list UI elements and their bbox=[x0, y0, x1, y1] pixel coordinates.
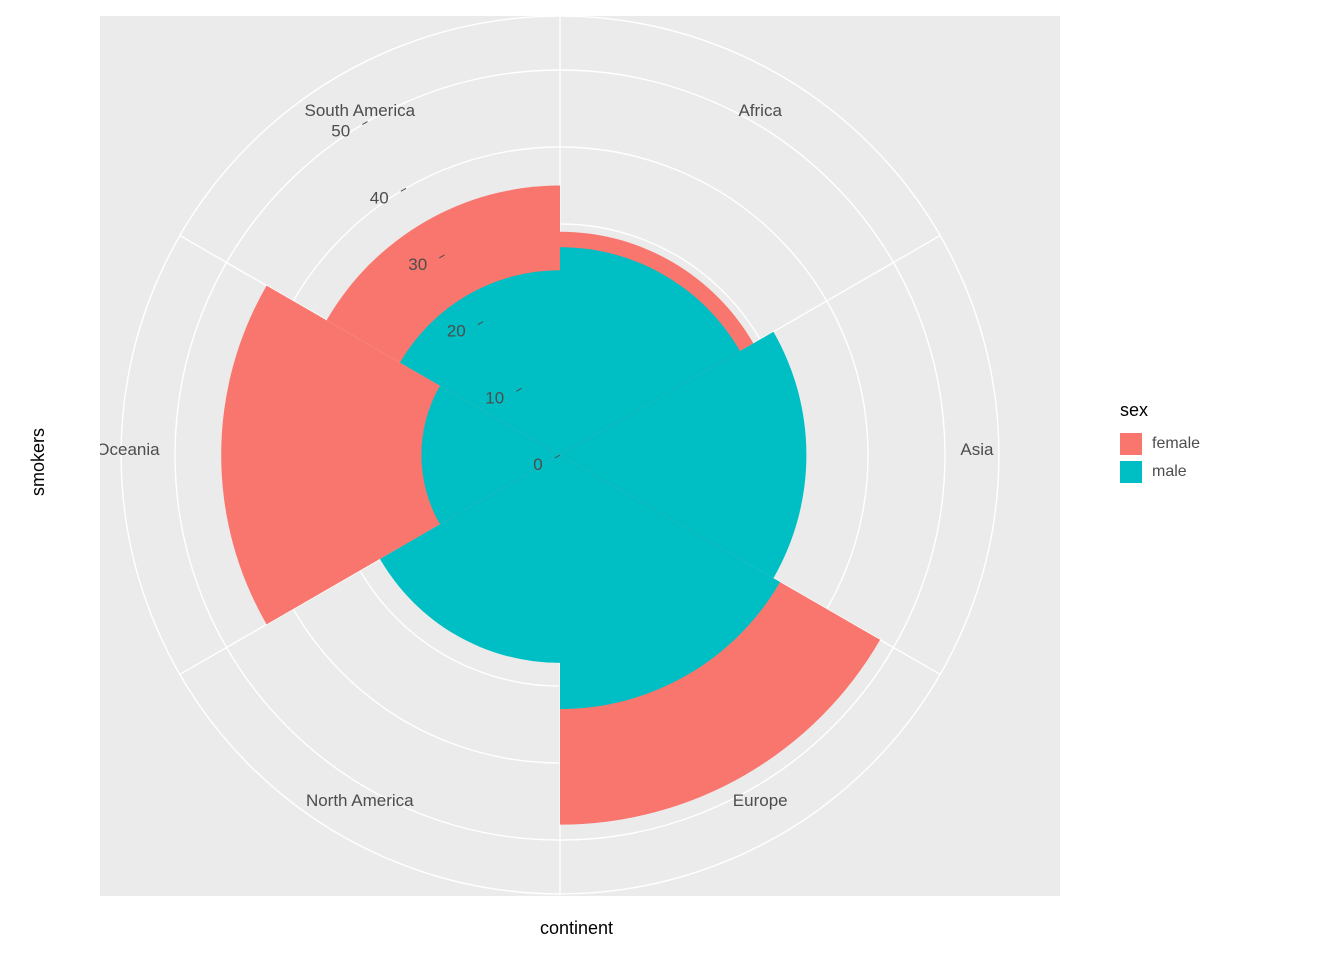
legend-swatch-male bbox=[1120, 461, 1142, 483]
legend-title: sex bbox=[1120, 400, 1200, 421]
category-label-oceania: Oceania bbox=[100, 440, 160, 459]
legend-label-male: male bbox=[1152, 463, 1187, 481]
radial-tick-label-20: 20 bbox=[447, 322, 466, 341]
radial-tick-label-10: 10 bbox=[485, 388, 504, 407]
category-label-south-america: South America bbox=[305, 101, 416, 120]
data-wedges bbox=[221, 186, 880, 825]
category-label-africa: Africa bbox=[738, 101, 782, 120]
category-label-north-america: North America bbox=[306, 791, 414, 810]
radial-tick-mark bbox=[362, 122, 367, 125]
legend-item-male: male bbox=[1120, 461, 1200, 483]
plot-panel: Africa Asia Europe North America Oceania Sout… bbox=[100, 16, 1060, 896]
legend: sex female male bbox=[1120, 400, 1200, 489]
radial-tick-label-40: 40 bbox=[370, 188, 389, 207]
legend-swatch-female bbox=[1120, 433, 1142, 455]
radial-tick-label-50: 50 bbox=[331, 122, 350, 141]
radial-tick-label-0: 0 bbox=[533, 455, 542, 474]
x-axis-title: continent bbox=[540, 918, 613, 939]
category-label-asia: Asia bbox=[960, 440, 994, 459]
radial-tick-label-30: 30 bbox=[408, 255, 427, 274]
chart-root: Africa Asia Europe North America Oceania Sout… bbox=[0, 0, 1344, 960]
y-axis-title: smokers bbox=[28, 428, 49, 496]
legend-label-female: female bbox=[1152, 435, 1200, 453]
polar-chart-svg: Africa Asia Europe North America Oceania Sout… bbox=[100, 16, 1060, 896]
category-label-europe: Europe bbox=[733, 791, 788, 810]
legend-item-female: female bbox=[1120, 433, 1200, 455]
radial-tick-mark bbox=[401, 188, 406, 191]
